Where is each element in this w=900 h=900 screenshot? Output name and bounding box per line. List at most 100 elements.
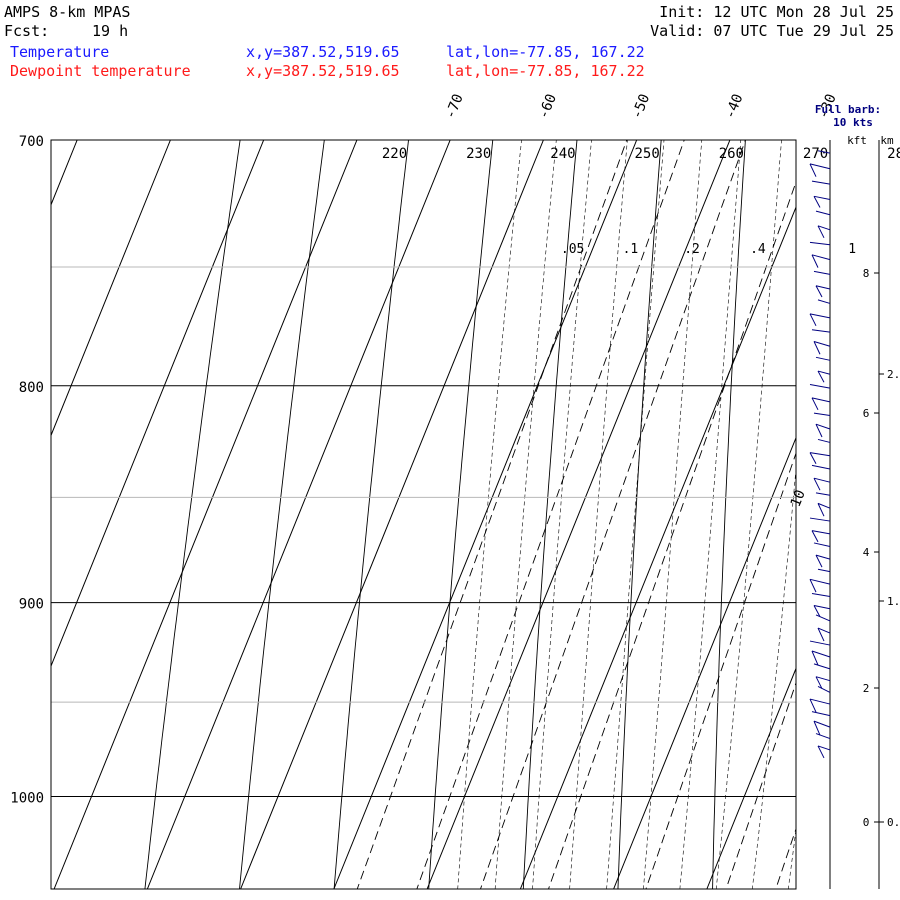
legend-dewpoint-latlon: lat,lon=-77.85, 167.22 xyxy=(446,62,645,80)
isotherm-line xyxy=(51,140,171,437)
wind-barb xyxy=(813,412,831,416)
wind-barb xyxy=(813,195,831,201)
wind-barb-flag xyxy=(811,254,819,268)
wind-barb-flag xyxy=(813,605,821,617)
wind-barb xyxy=(817,438,831,443)
moist-adiabat xyxy=(532,140,592,889)
isotherm-line xyxy=(146,140,451,889)
mixing-ratio-line xyxy=(725,681,796,889)
valid-time: Valid: 07 UTC Tue 29 Jul 25 xyxy=(650,22,894,40)
mixing-ratio-line xyxy=(416,140,685,889)
wind-barb xyxy=(815,492,831,496)
wind-barb xyxy=(817,685,831,693)
wind-barb-flag xyxy=(815,423,823,438)
legend-temperature-coords: x,y=387.52,519.65 xyxy=(246,43,400,61)
fcst-value: 19 h xyxy=(92,22,128,40)
wind-barb xyxy=(813,720,831,728)
wind-barb-flag xyxy=(817,370,825,383)
wind-barb-flag xyxy=(815,554,823,568)
mixing-ratio-line xyxy=(479,140,746,889)
wind-barb xyxy=(813,270,831,275)
isotherm-line xyxy=(333,140,638,889)
wind-barb xyxy=(813,663,831,670)
wind-barb xyxy=(809,698,831,705)
isotherm-line xyxy=(893,140,900,889)
wind-barb xyxy=(815,285,831,290)
temperature-tick-label: -40 xyxy=(722,92,746,121)
isotherm-line xyxy=(240,140,544,889)
wind-barb xyxy=(811,254,831,261)
wind-barb xyxy=(815,733,831,740)
isotherm-line xyxy=(613,436,796,889)
init-time: Init: 12 UTC Mon 28 Jul 25 xyxy=(659,3,894,21)
barb-note-line1: Full barb: xyxy=(815,103,881,116)
plot-frame xyxy=(50,139,797,890)
wind-barb-flag xyxy=(813,341,821,355)
wind-barb xyxy=(813,477,831,483)
isotherm-line xyxy=(51,140,265,668)
mixing-ratio-label: .2 xyxy=(684,242,700,257)
wind-barb xyxy=(815,676,831,682)
wind-barb xyxy=(811,464,831,470)
dry-adiabat xyxy=(428,140,494,889)
wind-barb-flag xyxy=(809,698,817,713)
wind-barb xyxy=(809,640,831,646)
legend-temperature-name: Temperature xyxy=(10,43,109,61)
pressure-tick-label: 1000 xyxy=(10,791,44,807)
wind-barb xyxy=(809,163,831,170)
wind-barb xyxy=(809,313,831,319)
model-title: AMPS 8-km MPAS xyxy=(4,3,130,21)
wind-barb-flag xyxy=(811,530,819,543)
wind-barb-flag xyxy=(809,313,817,327)
km-tick-label: 1. xyxy=(887,595,900,608)
wind-barb xyxy=(815,614,831,622)
wind-barb xyxy=(817,568,831,573)
kft-tick-label: 4 xyxy=(863,546,870,559)
km-tick-label: 0. xyxy=(887,816,900,829)
wind-barb xyxy=(817,745,831,751)
isotherm-line xyxy=(426,140,731,889)
wind-barb-flag xyxy=(817,225,825,239)
dry-adiabat xyxy=(522,140,578,889)
wind-barb xyxy=(809,384,831,389)
height-ticks: 0 2 4 6 8 0. 1. 2. xyxy=(863,267,900,829)
wind-barb xyxy=(811,711,831,717)
wind-barb xyxy=(815,423,831,430)
mixing-ratio-line xyxy=(775,827,796,889)
theta-label: 280 xyxy=(887,146,900,162)
wind-barb xyxy=(811,650,831,658)
mixing-ratio-label: .4 xyxy=(750,242,766,257)
wind-barb xyxy=(811,530,831,535)
wind-barb xyxy=(811,592,831,597)
pressure-tick-label: 900 xyxy=(19,597,44,613)
legend-dewpoint-coords: x,y=387.52,519.65 xyxy=(246,62,400,80)
theta-label: 260 xyxy=(719,146,744,162)
dry-adiabat xyxy=(144,140,241,889)
legend: Temperature x,y=387.52,519.65 lat,lon=-7… xyxy=(10,43,645,80)
theta-label: 220 xyxy=(382,146,407,162)
moist-adiabat xyxy=(494,140,557,889)
dry-adiabat xyxy=(333,140,409,889)
wind-barb xyxy=(815,210,831,216)
sounding-profiles xyxy=(804,140,900,756)
axis-labels: 7008009001000-70-60-50-40-30-20-10010220… xyxy=(10,92,900,807)
isotherm-line xyxy=(53,140,358,889)
wind-barb-flag xyxy=(809,163,817,177)
mixing-ratio-line xyxy=(645,451,796,889)
moist-adiabat xyxy=(569,140,628,889)
mixing-ratio-label: 1 xyxy=(848,242,856,257)
wind-barb xyxy=(811,180,831,185)
wind-barb-flag xyxy=(817,745,825,759)
mixing-ratio-line xyxy=(356,140,628,889)
mixing-ratio-lines xyxy=(356,140,796,889)
temperature-tick-label: -50 xyxy=(629,92,653,121)
wind-barb xyxy=(815,356,831,361)
wind-barb-flag xyxy=(813,720,821,736)
isotherms xyxy=(51,140,900,889)
isobars xyxy=(51,139,796,798)
moist-adiabat xyxy=(787,827,796,889)
wind-barb-flag xyxy=(809,579,817,593)
pressure-tick-label: 700 xyxy=(19,134,44,150)
wind-barb-flag xyxy=(817,503,825,517)
dry-adiabats xyxy=(144,140,746,889)
